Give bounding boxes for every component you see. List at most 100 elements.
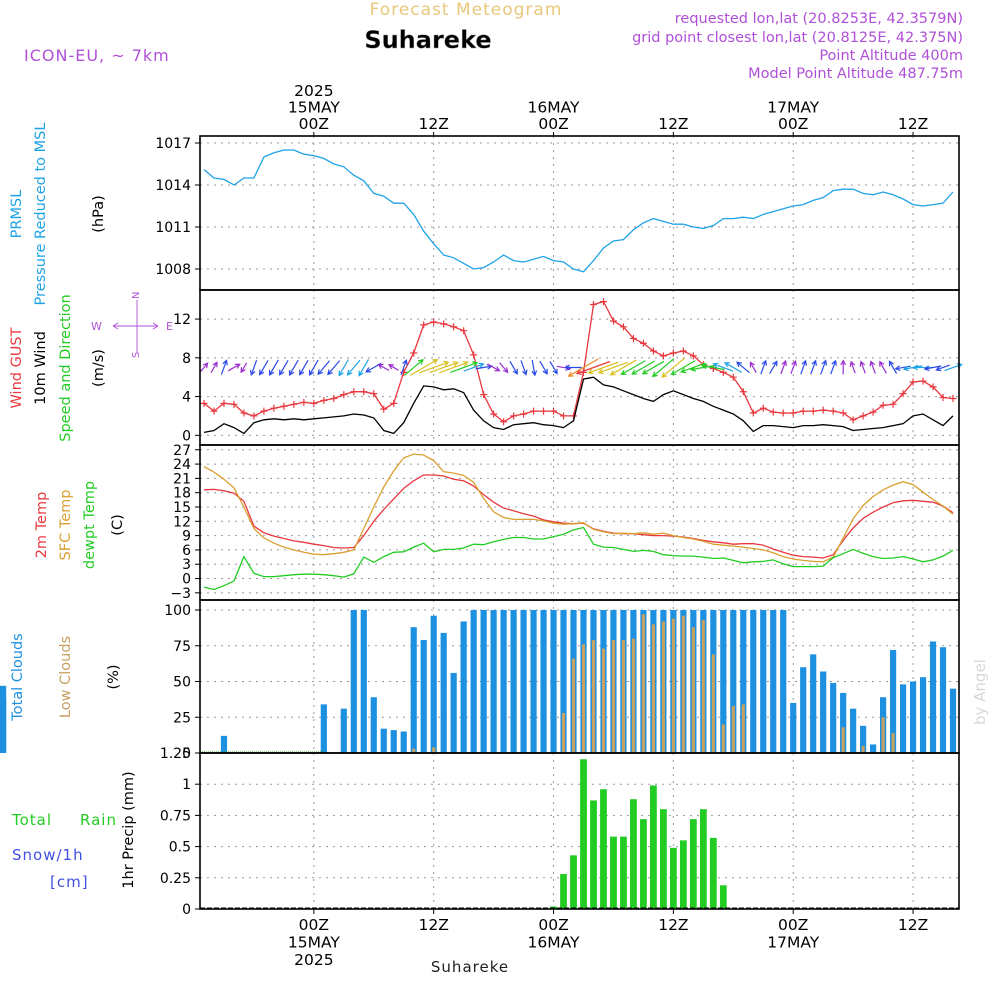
panel-label: (C): [110, 514, 126, 535]
wind-direction-arrow: [879, 360, 887, 374]
gust-marker: [500, 418, 508, 426]
total-cloud-bar: [380, 728, 387, 753]
time-label-bottom: 00Z: [538, 916, 568, 934]
low-cloud-bar: [621, 640, 625, 753]
gust-marker: [410, 349, 418, 357]
wind-direction-arrow: [760, 359, 767, 375]
low-cloud-bar: [412, 748, 416, 753]
total-cloud-bar: [830, 682, 837, 753]
wind-direction-arrow: [268, 359, 279, 376]
wind-direction-arrow: [288, 359, 299, 376]
rain-bar: [689, 819, 697, 909]
time-label-bottom: 12Z: [898, 916, 928, 934]
total-cloud-bar: [560, 610, 567, 753]
wind-direction-arrow: [567, 358, 599, 377]
panel-label: 2m Temp: [34, 492, 50, 559]
time-label-top: 17MAY: [767, 99, 819, 117]
wind-direction-arrow: [450, 361, 479, 373]
gust-marker: [859, 412, 867, 420]
wind-direction-arrow: [800, 359, 807, 375]
wind-direction-arrow: [240, 362, 248, 374]
y-tick-label: 0: [182, 572, 191, 588]
time-label-top: 12Z: [898, 115, 928, 133]
gust-marker: [240, 409, 248, 417]
series-line-prmsl: [203, 149, 954, 273]
rain-bar: [679, 840, 687, 909]
gust-marker: [530, 407, 538, 415]
gust-marker: [829, 407, 837, 415]
gust-marker: [779, 409, 787, 417]
rain-bar: [719, 885, 727, 909]
total-cloud-bar: [730, 610, 737, 753]
low-cloud-bar: [721, 724, 725, 753]
gust-marker: [300, 398, 308, 406]
low-cloud-bar: [891, 732, 895, 753]
wind-direction-arrow: [418, 360, 450, 374]
gust-marker: [739, 388, 747, 396]
time-label-bottom: 16MAY: [528, 934, 580, 952]
gust-marker: [510, 412, 518, 420]
wind-direction-arrow: [935, 364, 950, 372]
low-cloud-bar: [641, 614, 645, 753]
total-cloud-bar: [909, 681, 917, 753]
low-cloud-bar: [881, 717, 885, 753]
wind-direction-arrow: [429, 361, 459, 374]
gust-marker: [929, 383, 937, 391]
wind-direction-arrow: [840, 359, 847, 375]
gust-marker: [380, 405, 388, 413]
panel-label: Total Clouds: [10, 633, 26, 721]
total-cloud-bar: [420, 640, 427, 753]
gust-marker: [480, 391, 488, 399]
y-tick-label: 24: [173, 457, 191, 473]
rain-bar: [699, 809, 707, 909]
y-tick-label: 9: [182, 529, 191, 545]
total-cloud-bar: [0, 698, 7, 753]
gust-marker: [420, 321, 428, 329]
time-label-bottom: 2025: [294, 951, 333, 969]
rain-bar: [659, 809, 667, 909]
wind-direction-arrow: [227, 363, 241, 372]
wind-direction-arrow: [539, 360, 548, 375]
y-tick-label: 21: [173, 471, 191, 487]
gust-marker: [809, 407, 817, 415]
total-cloud-bar: [360, 610, 367, 753]
rain-bar: [590, 800, 597, 909]
low-cloud-bar: [561, 712, 566, 753]
gust-marker: [350, 388, 358, 396]
y-tick-label: 1017: [155, 136, 191, 152]
gust-marker: [599, 298, 607, 306]
total-cloud-bar: [770, 610, 777, 753]
y-tick-label: −3: [170, 586, 191, 602]
gust-marker: [679, 347, 687, 355]
wind-direction-arrow: [338, 359, 349, 377]
y-tick-label: 12: [173, 514, 191, 530]
series-line-10m-wind: [203, 376, 954, 435]
wind-direction-arrow: [790, 360, 797, 375]
wind-direction-arrow: [463, 362, 485, 372]
y-tick-label: 0.75: [160, 808, 191, 824]
total-cloud-bar: [889, 650, 897, 753]
time-label-bottom: 12Z: [658, 916, 688, 934]
time-label-top: 2025: [294, 82, 333, 100]
credit-watermark: by Angel: [971, 659, 989, 725]
y-tick-label: 1011: [155, 220, 191, 236]
low-cloud-bar: [432, 747, 436, 753]
gust-marker: [609, 317, 617, 325]
time-label-top: 12Z: [419, 115, 449, 133]
total-cloud-bar: [790, 702, 797, 753]
wind-direction-arrow: [400, 359, 408, 376]
low-cloud-bar: [681, 615, 685, 753]
gust-marker: [909, 378, 917, 386]
total-cloud-bar: [410, 627, 417, 753]
y-tick-label: 12: [173, 312, 191, 328]
y-tick-label: 25: [173, 710, 191, 726]
time-label-bottom: 12Z: [419, 916, 449, 934]
gust-marker: [759, 404, 767, 412]
wind-direction-arrow: [820, 359, 827, 375]
gust-marker: [290, 400, 298, 408]
rain-bar: [640, 819, 647, 909]
low-cloud-bar: [671, 618, 675, 753]
time-label-bottom: 00Z: [778, 916, 808, 934]
low-cloud-bar: [731, 705, 735, 753]
